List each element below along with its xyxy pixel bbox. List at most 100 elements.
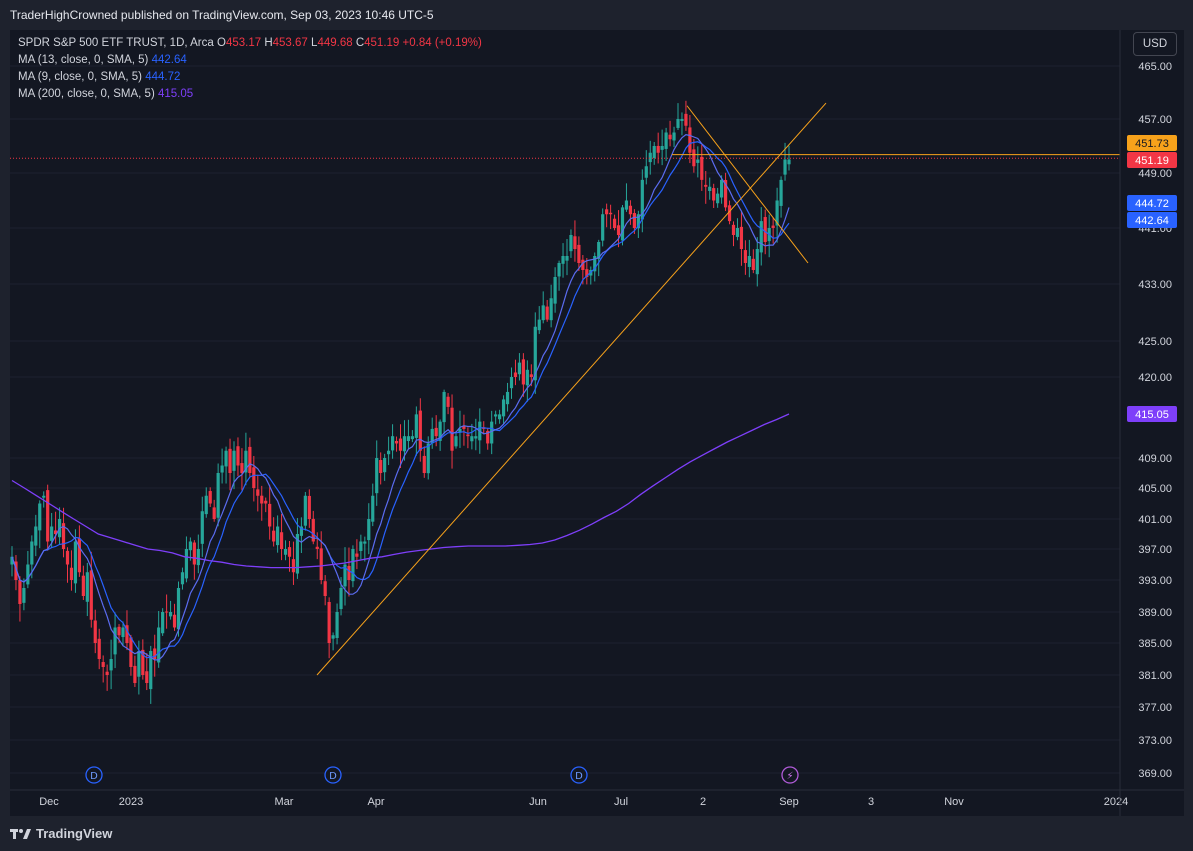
x-tick-label: Dec — [39, 796, 59, 808]
candle-body — [256, 489, 260, 496]
legend-ohlc-row[interactable]: SPDR S&P 500 ETF TRUST, 1D, Arca O453.17… — [18, 35, 482, 52]
candle-body — [418, 410, 422, 451]
candle-body — [525, 369, 529, 386]
ma9-label: MA (9, close, 0, SMA, 5) — [18, 71, 142, 83]
candle-body — [569, 235, 573, 252]
candle-body — [176, 588, 181, 630]
legend-ma13-row[interactable]: MA (13, close, 0, SMA, 5) 442.64 — [18, 52, 482, 69]
x-tick-label: 2024 — [1104, 796, 1128, 808]
candle-body — [541, 305, 545, 321]
candle-body — [612, 218, 617, 228]
candle-body — [426, 443, 430, 474]
candle-body — [652, 146, 656, 158]
candle-body — [268, 503, 272, 527]
candle-body — [533, 326, 537, 381]
candle-body — [561, 256, 565, 264]
candle-body — [644, 166, 648, 178]
candle-body — [42, 495, 46, 498]
candle-body — [498, 414, 502, 420]
currency-button[interactable]: USD — [1133, 32, 1177, 56]
tradingview-logo[interactable]: TradingView — [10, 826, 112, 841]
candle-body — [414, 414, 418, 438]
candle-body — [228, 448, 232, 473]
y-tick-label: 385.00 — [1138, 638, 1172, 650]
candle-body — [394, 440, 399, 444]
ma9-value: 444.72 — [145, 71, 181, 83]
candle-body — [632, 213, 636, 228]
x-tick-label: 2023 — [119, 796, 143, 808]
legend-ma200-row[interactable]: MA (200, close, 0, SMA, 5) 415.05 — [18, 86, 482, 103]
candle-body — [450, 407, 454, 451]
dividend-icon[interactable]: D — [570, 766, 588, 784]
candle-body — [244, 450, 248, 473]
symbol-label: SPDR S&P 500 ETF TRUST, 1D, Arca — [18, 37, 214, 49]
candle-body — [252, 467, 256, 488]
event-markers: D D D ⚡ — [85, 766, 799, 784]
support-trendline — [316, 102, 827, 676]
candle-body — [692, 149, 696, 167]
low-value: 449.68 — [317, 37, 353, 49]
candle-body — [299, 526, 303, 536]
candle-body — [10, 556, 14, 565]
legend-ma9-row[interactable]: MA (9, close, 0, SMA, 5) 444.72 — [18, 69, 482, 86]
candle-body — [184, 549, 189, 579]
candle-body — [61, 523, 66, 549]
candle-body — [50, 526, 54, 541]
x-tick-label: Jun — [529, 796, 547, 808]
candle-body — [783, 159, 787, 175]
footer: TradingView — [0, 816, 1193, 851]
candle-body — [26, 564, 30, 585]
x-axis: Dec 2023 Mar Apr Jun Jul 2 Sep 3 Nov 2024 — [10, 30, 1184, 816]
x-tick-label: Nov — [944, 796, 964, 808]
candle-body — [759, 221, 763, 253]
candle-body — [283, 549, 288, 555]
candle-body — [430, 428, 434, 444]
candle-body — [165, 611, 169, 613]
candle-body — [660, 146, 664, 150]
candle-body — [295, 534, 300, 574]
earnings-flash-icon[interactable]: ⚡ — [781, 766, 799, 784]
candle-body — [375, 458, 379, 494]
candle-body — [125, 625, 129, 643]
chart-frame[interactable] — [10, 30, 1184, 816]
event-circle — [781, 766, 799, 784]
candle-body — [605, 209, 609, 215]
candle-body — [581, 259, 585, 270]
candle-body — [668, 134, 672, 140]
dividend-icon[interactable]: D — [85, 766, 103, 784]
candle-body — [747, 256, 751, 267]
candle-body — [327, 601, 331, 643]
open-value: 453.17 — [225, 37, 262, 49]
candle-body — [743, 250, 747, 263]
candle-body — [398, 438, 403, 451]
candle-body — [486, 430, 490, 444]
candle-body — [775, 200, 779, 226]
dividend-icon[interactable]: D — [324, 766, 342, 784]
x-tick-label: Sep — [779, 796, 799, 808]
candle-body — [180, 572, 185, 585]
candle-body — [549, 298, 553, 321]
candle-body — [260, 495, 264, 504]
candle-body — [755, 249, 759, 275]
candle-body — [727, 205, 732, 222]
candle-body — [390, 436, 395, 451]
candle-body — [272, 530, 276, 542]
y-tick-label: 401.00 — [1138, 514, 1172, 526]
candle-body — [620, 207, 625, 241]
price-label-text: 451.73 — [1135, 138, 1169, 150]
chart-legend: SPDR S&P 500 ETF TRUST, 1D, Arca O453.17… — [18, 35, 482, 103]
candle-body — [688, 127, 692, 153]
candle-body — [664, 132, 668, 149]
candle-body — [347, 565, 351, 580]
price-label-text: 415.05 — [1135, 409, 1169, 421]
y-tick-label: 373.00 — [1138, 735, 1172, 747]
y-tick-label: 405.00 — [1138, 483, 1172, 495]
candle-body — [438, 421, 442, 441]
candle-body — [529, 374, 533, 377]
candle-body — [720, 179, 724, 198]
candle-body — [545, 306, 549, 320]
candle-body — [54, 530, 58, 534]
candle-body — [232, 450, 236, 471]
candle-body — [149, 651, 153, 690]
